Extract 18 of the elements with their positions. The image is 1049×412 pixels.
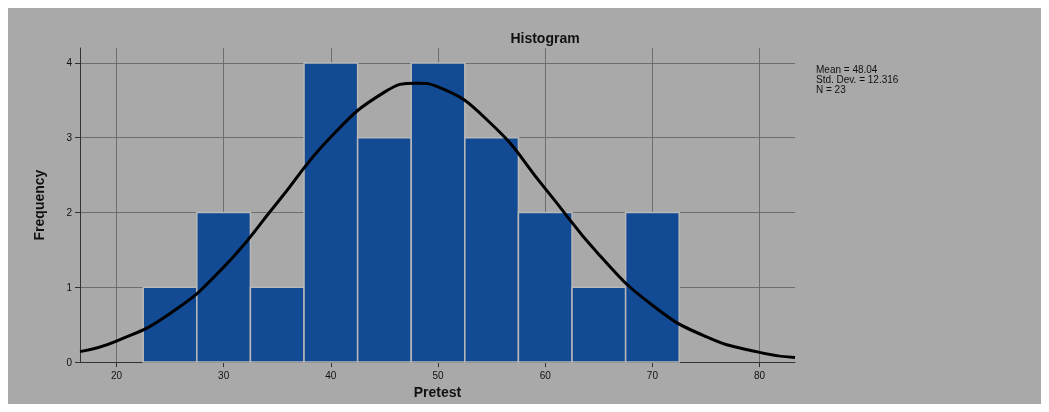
- y-tick-label: 0: [66, 356, 73, 368]
- y-axis-title: Frequency: [31, 169, 47, 241]
- y-tick-label: 3: [66, 132, 73, 144]
- text: N = 23: [816, 83, 847, 95]
- y-tick-label: 2: [66, 207, 73, 219]
- chart-title: Histogram: [510, 30, 580, 46]
- x-tick-label: 50: [432, 369, 445, 381]
- text: Std. Dev. = 12.316: [816, 73, 899, 85]
- x-tick-label: 30: [218, 369, 230, 381]
- x-tick-label: 60: [539, 369, 552, 381]
- y-tick-label: 4: [66, 57, 73, 69]
- x-tick-label: 20: [110, 369, 123, 381]
- text: Mean = 48.04: [816, 63, 878, 75]
- y-tick-label: 1: [66, 281, 73, 293]
- x-tick-label: 80: [754, 369, 766, 381]
- x-tick-label: 40: [325, 369, 337, 381]
- x-axis-title: Pretest: [413, 384, 462, 400]
- x-tick-label: 70: [646, 369, 659, 381]
